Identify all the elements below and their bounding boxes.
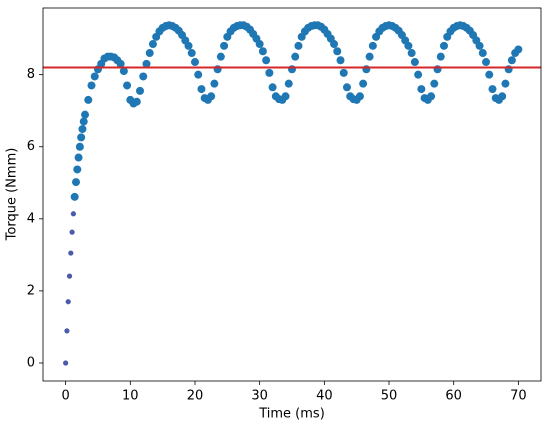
x-tick-label: 50 xyxy=(381,389,398,404)
data-point xyxy=(187,49,196,58)
data-point xyxy=(333,47,342,56)
data-point xyxy=(116,59,125,68)
data-point xyxy=(365,52,374,61)
data-point xyxy=(336,56,345,65)
data-point xyxy=(284,79,293,88)
data-point xyxy=(190,58,199,67)
data-point xyxy=(258,47,267,56)
data-point xyxy=(71,178,80,187)
data-point xyxy=(482,58,491,67)
data-point xyxy=(507,56,516,65)
y-tick-label: 2 xyxy=(27,283,35,298)
data-point xyxy=(220,41,229,50)
data-point xyxy=(81,110,90,119)
data-point xyxy=(339,68,348,77)
data-point xyxy=(485,70,494,79)
y-tick-label: 8 xyxy=(27,67,35,82)
data-point xyxy=(414,70,423,79)
data-point xyxy=(262,56,271,65)
data-point xyxy=(70,211,76,217)
data-point xyxy=(194,70,203,79)
data-point xyxy=(90,72,99,81)
data-point xyxy=(148,40,157,49)
data-point xyxy=(294,41,303,50)
data-point xyxy=(501,79,510,88)
x-tick-label: 40 xyxy=(316,389,333,404)
data-point xyxy=(87,81,96,90)
x-tick-label: 70 xyxy=(510,389,527,404)
data-point xyxy=(265,68,274,77)
data-point xyxy=(136,86,145,95)
data-point xyxy=(132,97,141,106)
data-point xyxy=(79,117,88,126)
data-point xyxy=(65,299,71,305)
data-point xyxy=(184,41,193,50)
data-point xyxy=(514,45,523,54)
data-point xyxy=(404,41,413,50)
data-point xyxy=(430,79,439,88)
y-tick-label: 0 xyxy=(27,355,35,370)
data-point xyxy=(210,79,219,88)
data-point xyxy=(355,92,364,101)
data-point xyxy=(475,41,484,50)
data-point xyxy=(439,41,448,50)
data-point xyxy=(63,360,69,366)
data-point xyxy=(123,81,132,90)
data-point xyxy=(145,49,154,58)
data-point xyxy=(281,92,290,101)
data-point xyxy=(255,40,264,49)
x-tick-label: 20 xyxy=(187,389,204,404)
data-point xyxy=(197,85,206,94)
data-point xyxy=(142,59,151,68)
data-point xyxy=(359,79,368,88)
x-axis-label: Time (ms) xyxy=(258,407,325,422)
y-axis-label: Torque (Nmm) xyxy=(5,148,20,242)
data-point xyxy=(66,273,73,279)
data-point xyxy=(70,192,79,201)
data-point xyxy=(216,52,225,61)
data-point xyxy=(139,72,148,81)
x-tick-label: 0 xyxy=(61,389,69,404)
data-point xyxy=(268,83,277,92)
data-point xyxy=(368,41,377,50)
data-point xyxy=(436,52,445,61)
data-point xyxy=(342,83,351,92)
x-tick-label: 60 xyxy=(445,389,462,404)
data-point xyxy=(291,52,300,61)
data-point xyxy=(417,85,426,94)
data-point xyxy=(68,250,74,256)
x-tick-label: 10 xyxy=(122,389,139,404)
data-point xyxy=(478,49,487,58)
data-point xyxy=(84,95,93,104)
x-tick-label: 30 xyxy=(251,389,268,404)
data-point xyxy=(407,49,416,58)
plot-frame xyxy=(42,7,542,382)
data-point xyxy=(330,40,339,49)
data-point xyxy=(119,67,128,76)
data-point xyxy=(410,58,419,67)
data-point xyxy=(69,229,75,235)
data-point xyxy=(488,85,497,94)
y-tick-label: 4 xyxy=(27,211,35,226)
data-point xyxy=(78,125,87,134)
data-point xyxy=(73,165,82,174)
y-tick-label: 6 xyxy=(27,139,35,154)
data-point xyxy=(498,92,507,101)
data-point xyxy=(207,92,216,101)
data-point xyxy=(77,133,86,142)
data-point xyxy=(427,92,436,101)
data-point xyxy=(75,142,84,151)
data-point xyxy=(74,153,83,162)
data-point xyxy=(64,328,70,334)
